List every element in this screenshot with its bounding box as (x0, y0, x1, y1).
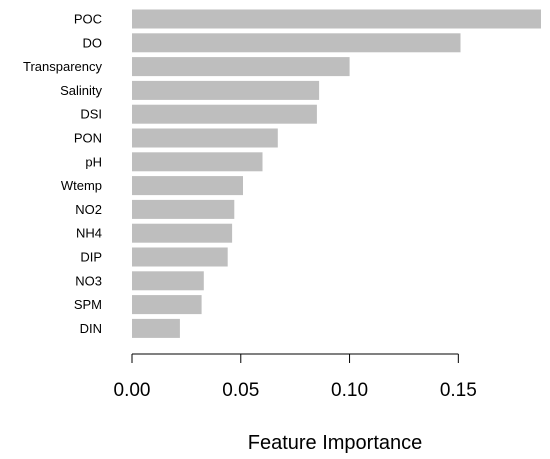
category-label-wtemp: Wtemp (61, 178, 102, 193)
category-label-no2: NO2 (75, 202, 102, 217)
category-label-do: DO (83, 35, 103, 50)
x-tick-label-2: 0.10 (331, 380, 368, 401)
bar-dsi (132, 104, 317, 124)
bar-salinity (132, 80, 320, 100)
category-label-ph: pH (85, 154, 102, 169)
category-label-salinity: Salinity (60, 83, 102, 98)
bar-ph (132, 152, 263, 172)
category-labels: POC DO Transparency Salinity DSI PON pH Wtemp NO… (23, 12, 102, 336)
bar-group (132, 9, 541, 338)
category-label-poc: POC (74, 12, 102, 27)
category-label-nh4: NH4 (76, 226, 102, 241)
bar-pon (132, 128, 278, 148)
bar-spm (132, 295, 202, 315)
bar-wtemp (132, 176, 243, 196)
category-label-transparency: Transparency (23, 59, 102, 74)
category-label-dip: DIP (80, 250, 102, 265)
x-tick-label-3: 0.15 (440, 380, 477, 401)
bar-nh4 (132, 223, 233, 243)
bar-no2 (132, 199, 235, 219)
x-axis: 0.00 0.05 0.10 0.15 (114, 353, 477, 401)
category-label-dsi: DSI (80, 107, 102, 122)
bar-transparency (132, 57, 350, 77)
category-label-din: DIN (80, 321, 102, 336)
bar-no3 (132, 271, 204, 291)
category-label-no3: NO3 (75, 273, 102, 288)
x-tick-label-1: 0.05 (222, 380, 259, 401)
x-tick-label-0: 0.00 (114, 380, 151, 401)
bar-do (132, 33, 461, 53)
bar-dip (132, 247, 228, 267)
bar-din (132, 318, 180, 338)
category-label-spm: SPM (74, 297, 102, 312)
bar-poc (132, 9, 541, 29)
category-label-pon: PON (74, 131, 102, 146)
x-axis-title: Feature Importance (248, 432, 423, 454)
